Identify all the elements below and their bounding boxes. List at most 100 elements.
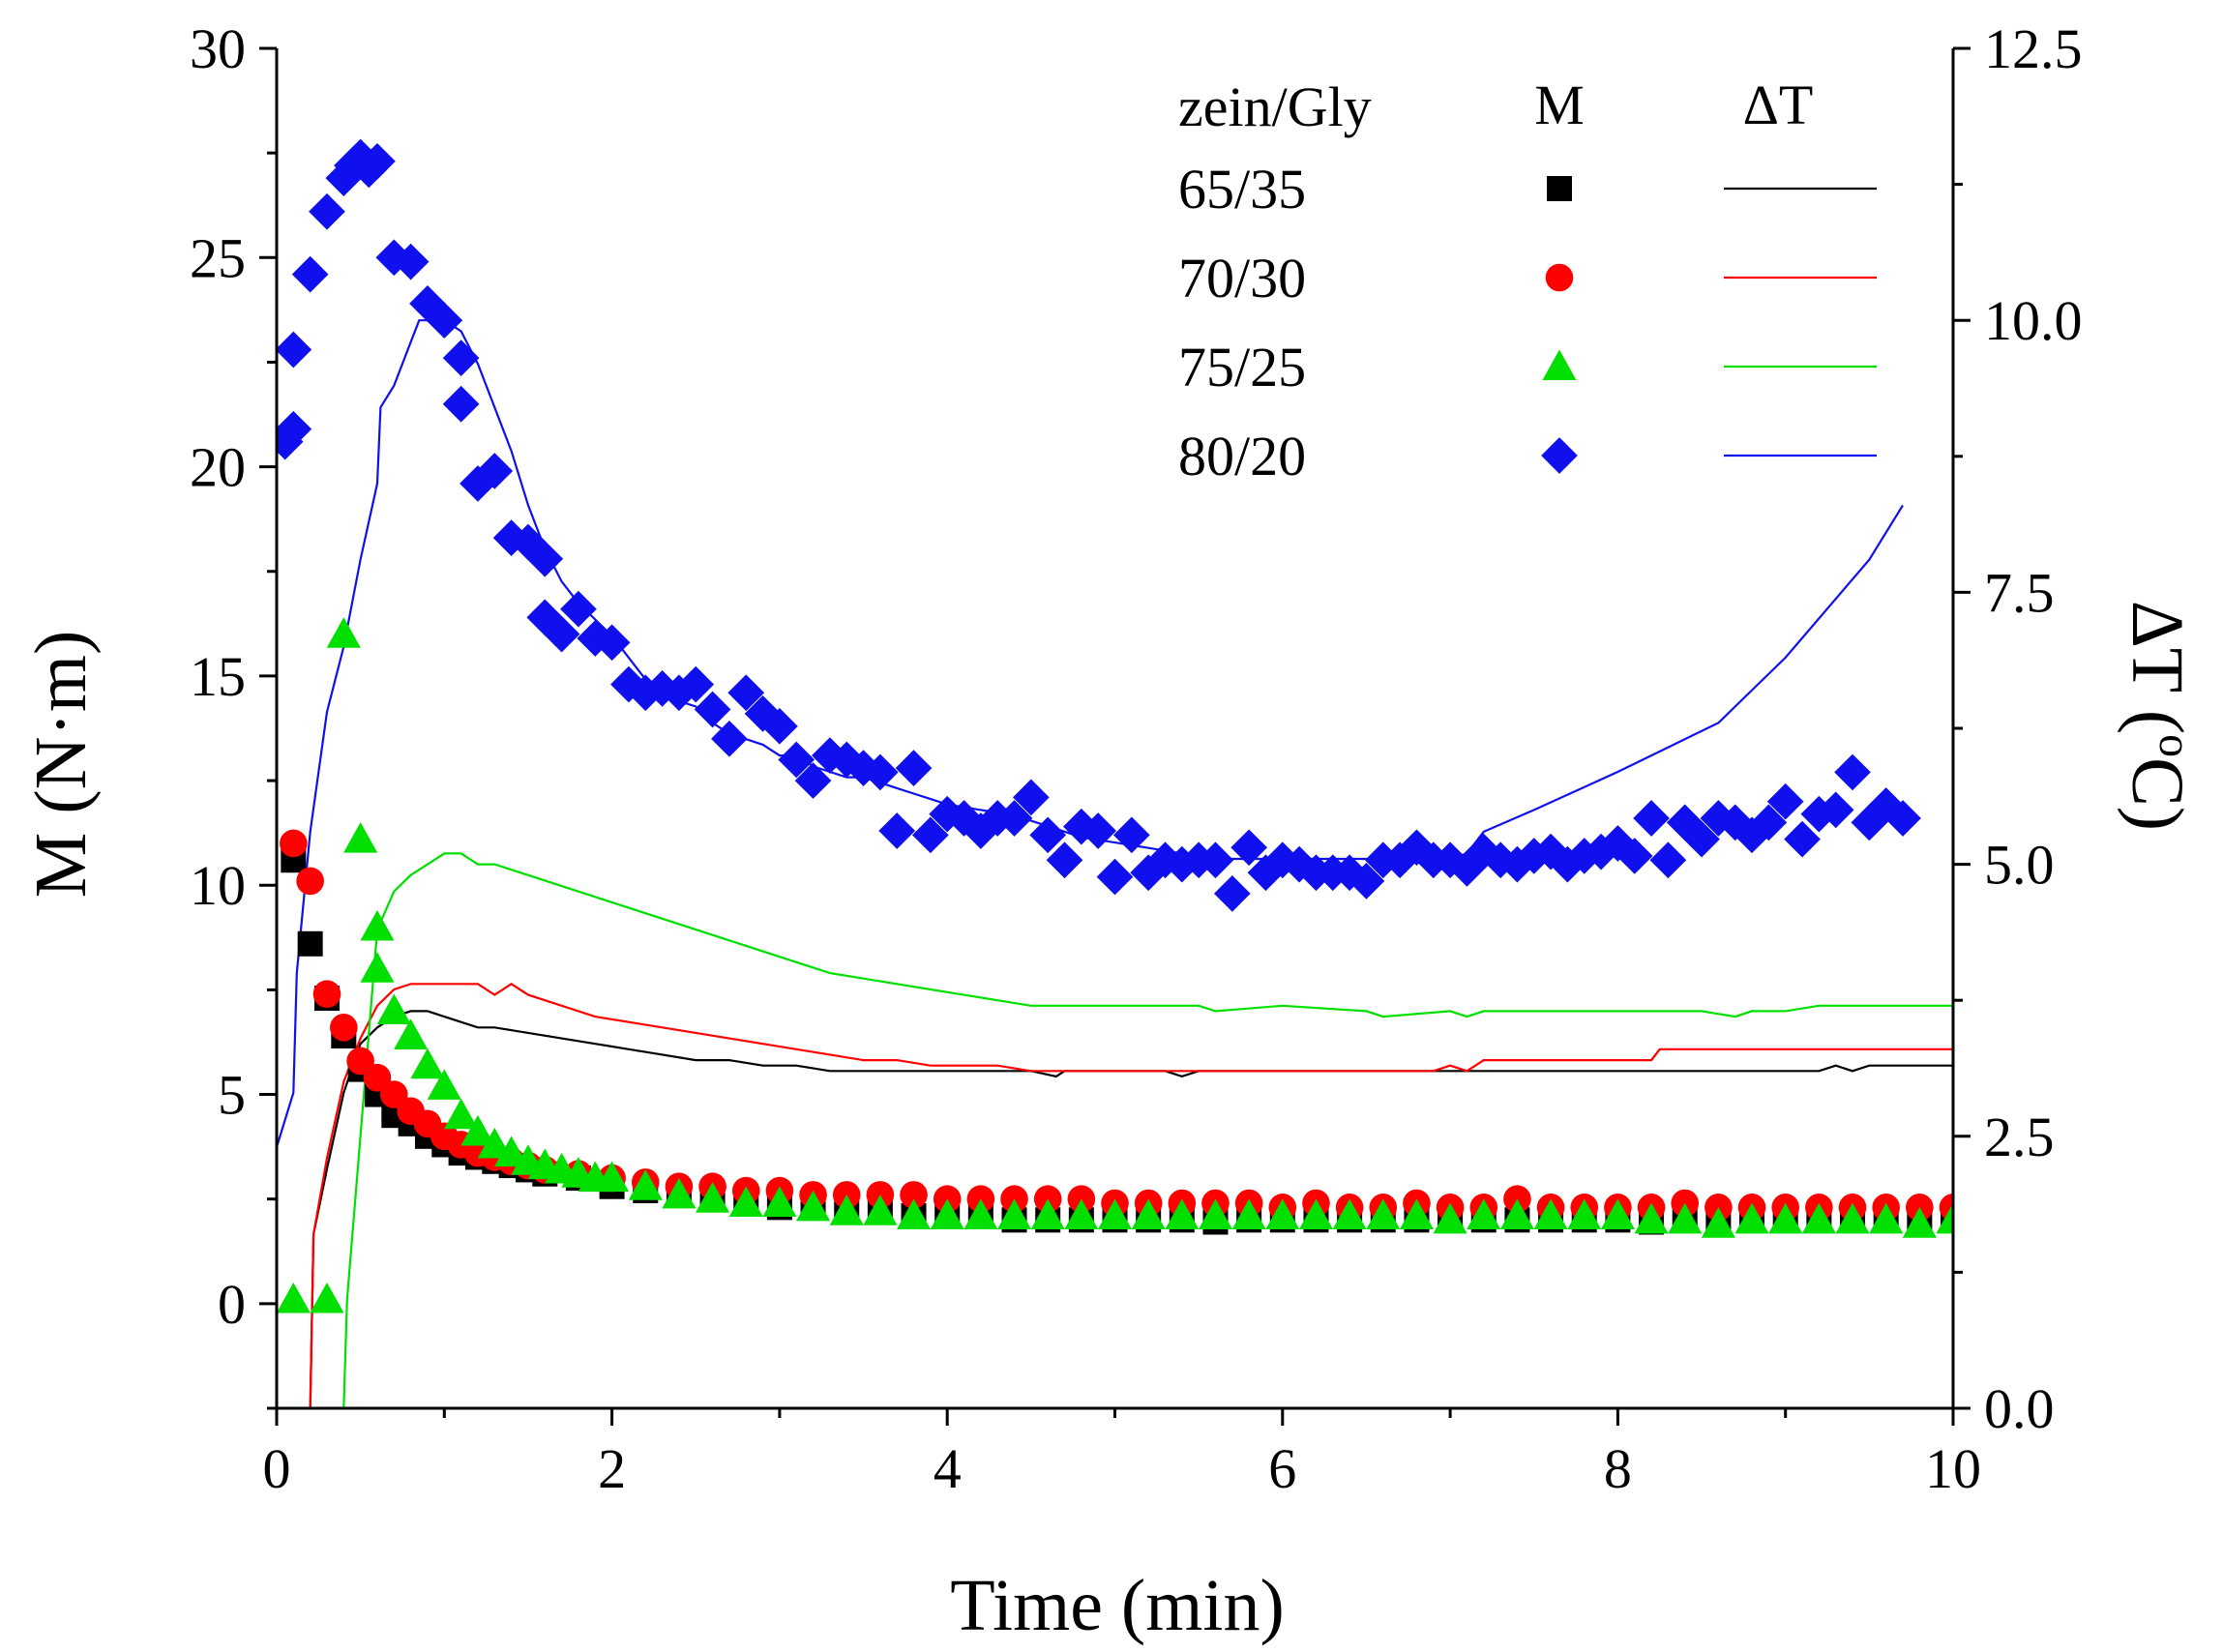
- m-point: [1064, 1198, 1099, 1230]
- y-axis-label: M (N·m): [20, 631, 102, 899]
- m-point: [762, 1186, 797, 1218]
- m-point: [829, 1195, 864, 1225]
- m-point: [1734, 1202, 1769, 1234]
- m-point: [727, 674, 765, 712]
- m-point: [610, 665, 647, 703]
- m-point: [297, 930, 323, 957]
- m-point: [1936, 1202, 1953, 1234]
- m-point: [1666, 804, 1704, 841]
- m-point: [1701, 1207, 1735, 1238]
- m-point: [878, 812, 916, 849]
- y-tick-label: 0: [218, 1273, 246, 1336]
- y2-tick-label: 12.5: [1984, 17, 2083, 80]
- m-point: [1399, 1198, 1434, 1230]
- m-point: [442, 385, 480, 423]
- m-point: [1835, 1202, 1870, 1234]
- m-point: [1801, 1202, 1836, 1234]
- m-point: [296, 867, 324, 896]
- m-point: [1533, 1198, 1568, 1230]
- m-point: [662, 1177, 697, 1209]
- m-point: [1750, 804, 1788, 841]
- m-point: [930, 1198, 964, 1230]
- x-tick-label: 0: [263, 1437, 291, 1500]
- y-tick-label: 15: [190, 645, 246, 708]
- axes-layer: 0 2 4 6 8 10 0 5 10 15 20 25 30 0.0 2.5 5.0 7.5 10.0 12.5: [190, 17, 2083, 1500]
- m-point: [1668, 1202, 1703, 1234]
- m-point: [277, 410, 312, 448]
- m-point: [492, 519, 530, 557]
- x-tick-label: 2: [598, 1437, 626, 1500]
- m-point: [376, 993, 411, 1025]
- m-point: [1615, 838, 1653, 874]
- m-point: [711, 720, 748, 757]
- m-point: [560, 590, 597, 628]
- x-tick-label: 8: [1604, 1437, 1632, 1500]
- dt-line-70-30: [293, 982, 1953, 1408]
- m-point: [896, 1198, 932, 1230]
- m-point: [828, 741, 866, 779]
- m-point: [1097, 1198, 1133, 1230]
- m-point: [1433, 1202, 1467, 1234]
- m-point: [1766, 782, 1804, 820]
- m-point: [359, 142, 396, 180]
- m-point: [1231, 1198, 1266, 1230]
- m-point: [427, 1069, 461, 1100]
- m-point: [1013, 779, 1050, 816]
- m-point: [794, 762, 832, 799]
- y2-axis-label-end: C): [2117, 757, 2198, 831]
- m-point: [1247, 854, 1285, 892]
- m-point: [460, 1114, 495, 1146]
- m-point: [1030, 1198, 1065, 1230]
- m-point: [312, 980, 341, 1009]
- x-axis-label: Time (min): [950, 1565, 1285, 1646]
- m-point: [627, 674, 665, 712]
- m-point: [1902, 1207, 1937, 1238]
- plot-area: [277, 138, 1953, 1408]
- x-tick-label: 10: [1925, 1437, 1981, 1500]
- dt-line-75-25: [293, 852, 1953, 1408]
- m-point: [1465, 833, 1502, 870]
- m-point: [577, 620, 614, 657]
- m-point: [796, 1190, 831, 1222]
- m-point: [963, 812, 999, 849]
- m-point: [1096, 858, 1134, 896]
- m-point: [510, 523, 547, 561]
- legend-header-group: zein/Gly: [1178, 75, 1372, 138]
- m-point: [444, 1098, 479, 1130]
- m-point: [360, 909, 395, 941]
- m-point: [1567, 1198, 1602, 1230]
- m-point: [761, 707, 798, 745]
- m-point: [1198, 1198, 1233, 1230]
- m-point: [845, 750, 882, 786]
- m-point: [1784, 820, 1821, 858]
- legend-label: 80/20: [1178, 425, 1306, 487]
- m-point: [1213, 875, 1251, 912]
- y-tick-label: 25: [190, 226, 246, 289]
- m-series-80-20: [277, 138, 1921, 912]
- m-series-75-25: [277, 617, 1953, 1313]
- legend: zein/Gly M ΔT 65/35 70/30 75/25 80/20: [1178, 74, 1877, 487]
- m-point: [426, 302, 463, 339]
- legend-label: 70/30: [1178, 247, 1306, 310]
- m-point: [1834, 753, 1871, 791]
- m-point: [1265, 1198, 1300, 1230]
- m-point: [778, 741, 815, 779]
- m-point: [1515, 838, 1553, 874]
- y-tick-label: 30: [190, 17, 246, 80]
- m-point: [661, 674, 697, 712]
- m-point: [1298, 1198, 1334, 1230]
- m-point: [346, 1047, 374, 1076]
- m-point: [277, 1282, 311, 1313]
- m-point: [895, 750, 933, 786]
- m-point: [1332, 1198, 1367, 1230]
- m-point: [1165, 1198, 1200, 1230]
- m-point: [1366, 1198, 1401, 1230]
- legend-header-m: M: [1534, 74, 1585, 136]
- m-point: [442, 339, 480, 376]
- m-point: [696, 1182, 730, 1213]
- m-point: [277, 331, 312, 369]
- legend-label: 75/25: [1178, 336, 1306, 398]
- m-point: [1467, 1198, 1501, 1230]
- m-point: [1230, 829, 1267, 867]
